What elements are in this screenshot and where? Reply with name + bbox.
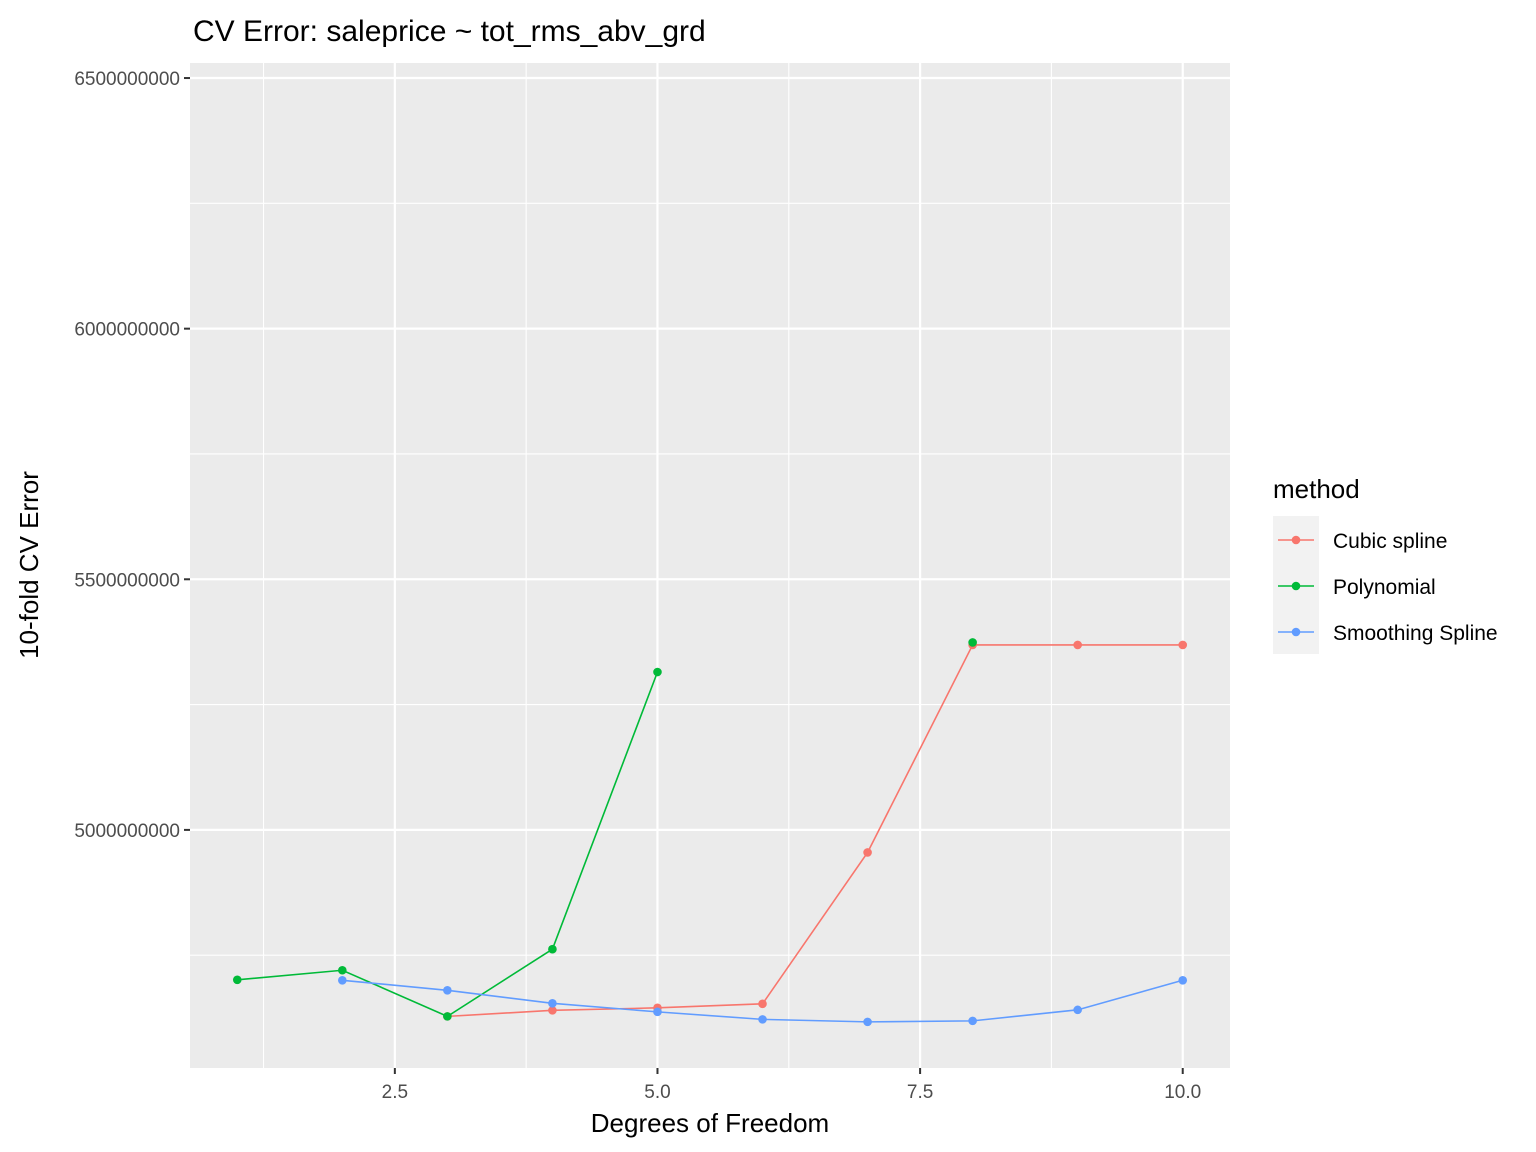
x-tick-label: 10.0 xyxy=(1164,1082,1201,1103)
y-axis-title: 10-fold CV Error xyxy=(14,471,44,659)
smoothing-spline-point xyxy=(653,1007,662,1017)
polynomial-point xyxy=(548,944,557,954)
smoothing-spline-point xyxy=(968,1016,977,1026)
chart-title: CV Error: saleprice ~ tot_rms_abv_grd xyxy=(193,15,706,48)
y-tick-label: 6000000000 xyxy=(74,320,180,341)
plot-panel xyxy=(190,63,1230,1068)
legend-items: Cubic spline Polynomial Smoothing Spline xyxy=(1278,530,1498,645)
smoothing-spline-point xyxy=(1073,1005,1082,1015)
y-axis: 5000000000 5500000000 6000000000 6500000000 xyxy=(74,69,190,842)
polynomial-point xyxy=(968,638,977,647)
legend-label-polynomial: Polynomial xyxy=(1333,576,1436,599)
y-tick-label: 5500000000 xyxy=(74,570,180,591)
y-tick-label: 5000000000 xyxy=(74,821,180,842)
smoothing-spline-point xyxy=(863,1017,872,1027)
grid-lines xyxy=(190,63,1230,1068)
smoothing-spline-point xyxy=(548,999,557,1008)
smoothing-spline-point xyxy=(443,986,452,995)
smoothing-spline-point xyxy=(758,1015,767,1024)
legend-title: method xyxy=(1273,474,1360,504)
polynomial-point xyxy=(232,975,242,985)
x-tick-label: 2.5 xyxy=(382,1082,408,1103)
legend: method Cubic spline Polynomial Smoothing S… xyxy=(1273,474,1498,654)
x-axis: 2.5 5.0 7.5 10.0 xyxy=(382,1068,1201,1103)
polynomial-point xyxy=(443,1012,452,1021)
polynomial-point xyxy=(653,667,662,677)
polynomial-point xyxy=(338,965,347,975)
legend-label-smoothing-spline: Smoothing Spline xyxy=(1333,622,1498,645)
x-axis-title: Degrees of Freedom xyxy=(591,1108,829,1138)
y-tick-label: 6500000000 xyxy=(74,69,180,90)
cubic-spline-point xyxy=(863,848,872,857)
series-layer xyxy=(232,638,1188,1027)
smoothing-spline-point xyxy=(1178,975,1188,985)
legend-label-cubic-spline: Cubic spline xyxy=(1333,530,1447,553)
legend-key-point-cubic-spline xyxy=(1291,535,1301,545)
cubic-spline-line xyxy=(447,644,1183,1018)
legend-key-point-polynomial xyxy=(1291,581,1301,591)
x-tick-label: 7.5 xyxy=(907,1082,933,1103)
x-tick-label: 5.0 xyxy=(644,1082,670,1103)
cubic-spline-point xyxy=(1073,640,1082,650)
legend-key-point-smoothing-spline xyxy=(1291,627,1301,637)
cubic-spline-point xyxy=(758,999,767,1009)
cubic-spline-point xyxy=(548,1006,557,1015)
smoothing-spline-point xyxy=(338,975,347,985)
cubic-spline-point xyxy=(1178,640,1188,650)
